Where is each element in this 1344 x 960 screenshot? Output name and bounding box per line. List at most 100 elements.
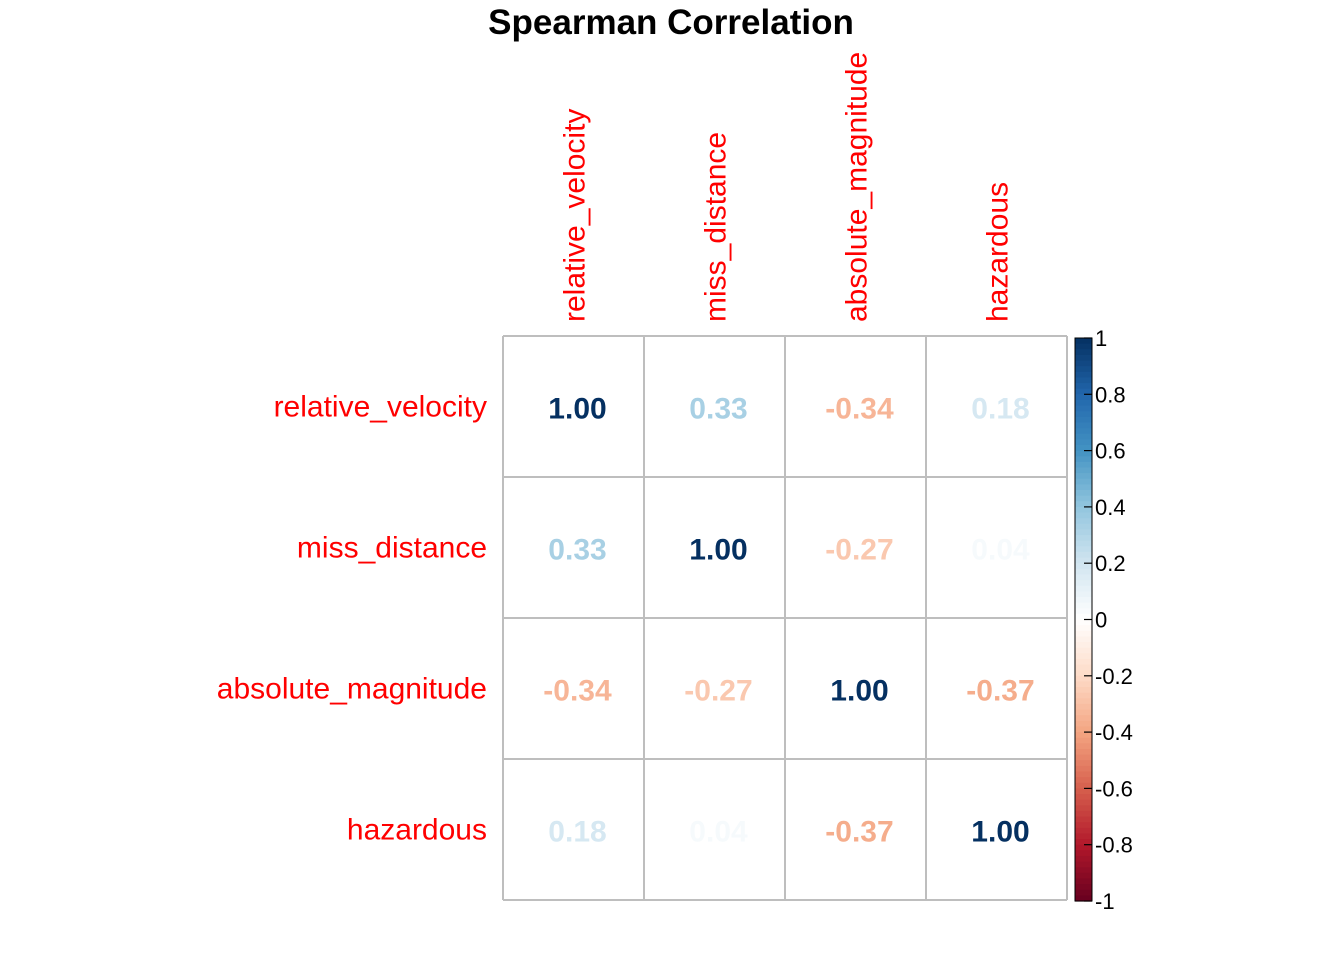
colorbar-segment [1075,794,1092,801]
cell-value: 1.00 [548,393,606,426]
colorbar-segment [1075,580,1092,587]
colorbar-segment [1075,642,1092,649]
colorbar-segment [1075,490,1092,497]
colorbar-tick-label: -0.6 [1095,776,1133,801]
colorbar-segment [1075,354,1092,362]
colorbar-segment [1075,698,1092,705]
colorbar-segment [1075,867,1092,874]
colorbar-segment [1075,732,1092,739]
row-label: relative_velocity [274,391,487,424]
colorbar-segment [1075,777,1092,784]
row-labels: relative_velocity miss_distance absolute_m… [217,391,487,847]
cell-value: 0.04 [689,816,748,849]
cell-value: -0.27 [825,534,893,567]
correlation-cell [926,477,1067,618]
correlation-cell [503,336,644,477]
colorbar-segment [1075,602,1092,609]
colorbar-segment [1075,709,1092,716]
colorbar-segment [1075,439,1092,446]
colorbar-segment [1075,771,1092,778]
cell-value: -0.37 [825,816,893,849]
colorbar-segment [1075,428,1092,435]
colorbar-segment [1075,737,1092,744]
colorbar-tick-label: -0.2 [1095,664,1133,689]
colorbar-segment [1075,630,1092,637]
colorbar-segment [1075,473,1092,480]
colorbar-segment [1075,433,1092,440]
colorbar-segment [1075,399,1092,407]
colorbar-segment [1075,844,1092,851]
cell-value: -0.27 [684,675,752,708]
colorbar-segment [1075,411,1092,418]
colorbar-segment [1075,889,1092,896]
colorbar-segment [1075,338,1092,345]
colorbar-segment [1075,788,1092,795]
colorbar-segment [1075,388,1092,395]
colorbar-segment [1075,422,1092,429]
colorbar-segment [1075,833,1092,840]
colorbar-segment [1075,805,1092,812]
colorbar-segment [1075,608,1092,615]
colorbar-segment [1075,501,1092,508]
colorbar-segment [1075,855,1092,863]
colorbar-segment [1075,495,1092,502]
colorbar-tick-label: 0.2 [1095,551,1126,576]
colorbar-segment [1075,619,1092,626]
column-label: absolute_magnitude [841,52,874,322]
colorbar-segment [1075,613,1092,621]
correlation-cells [503,336,1067,900]
cell-value: 1.00 [830,675,888,708]
colorbar-segment [1075,450,1092,457]
colorbar-segment [1075,681,1092,688]
colorbar-segment [1075,861,1092,868]
correlation-cell [785,759,926,900]
row-label: absolute_magnitude [217,673,487,706]
colorbar-segment [1075,383,1092,390]
colorbar-segment [1075,551,1092,559]
colorbar-segment [1075,884,1092,891]
colorbar-segment [1075,625,1092,632]
colorbar-tick-label: 0.8 [1095,382,1126,407]
colorbar-tick-label: 1 [1095,326,1107,351]
colorbar-segment [1075,377,1092,384]
colorbar-segment [1075,416,1092,424]
colorbar-segment [1075,839,1092,846]
colorbar-segment [1075,687,1092,694]
colorbar-segment [1075,512,1092,519]
colorbar-segment [1075,394,1092,401]
colorbar-segment [1075,591,1092,598]
colorbar-segment [1075,743,1092,750]
cell-value: -0.34 [543,675,612,708]
cell-value: 0.18 [548,816,606,849]
colorbar-segment [1075,664,1092,671]
correlation-cell [926,618,1067,759]
correlation-cell [926,759,1067,900]
cell-value: 1.00 [689,534,747,567]
colorbar-tick-label: -0.8 [1095,833,1133,858]
cell-value: 0.33 [548,534,606,567]
column-label: miss_distance [700,132,733,322]
colorbar-segment [1075,371,1092,379]
colorbar-segment [1075,670,1092,677]
colorbar-segment [1075,557,1092,564]
colorbar-segment [1075,675,1092,683]
grid-lines [502,335,1068,901]
colorbar-segment [1075,467,1092,474]
colorbar-segment [1075,878,1092,885]
chart-title: Spearman Correlation [488,3,854,42]
colorbar-segment [1075,596,1092,604]
colorbar-segment [1075,653,1092,660]
colorbar-segment [1075,827,1092,835]
colorbar-segment [1075,895,1092,902]
colorbar-segment [1075,715,1092,722]
colorbar-tick-label: 0.4 [1095,495,1126,520]
colorbar-segment [1075,872,1092,880]
cell-value: 0.33 [689,393,747,426]
colorbar-segment [1075,343,1092,350]
correlation-cell [785,477,926,618]
correlation-cell [785,336,926,477]
colorbar-segment [1075,810,1092,818]
correlation-cell [926,336,1067,477]
correlation-cell [503,759,644,900]
